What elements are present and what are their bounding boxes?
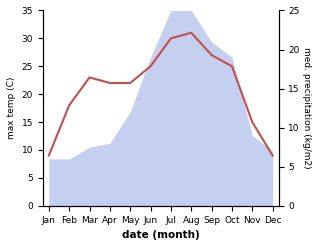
Y-axis label: max temp (C): max temp (C)	[7, 77, 16, 139]
X-axis label: date (month): date (month)	[122, 230, 200, 240]
Y-axis label: med. precipitation (kg/m2): med. precipitation (kg/m2)	[302, 47, 311, 169]
